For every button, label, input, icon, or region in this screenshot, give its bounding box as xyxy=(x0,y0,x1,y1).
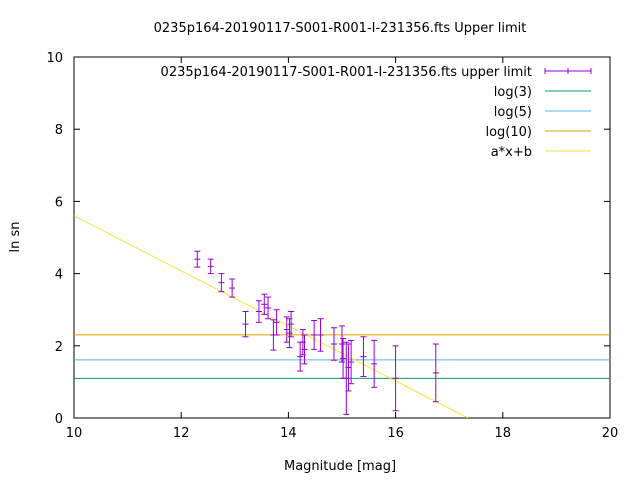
data-point xyxy=(261,293,268,315)
legend-label: 0235p164-20190117-S001-R001-I-231356.fts… xyxy=(161,65,532,80)
data-point xyxy=(255,300,262,323)
fit-line xyxy=(74,215,469,418)
legend-entry: log(10) xyxy=(485,125,591,140)
data-point xyxy=(273,309,280,336)
legend-label: log(10) xyxy=(485,125,532,140)
data-point xyxy=(207,258,214,275)
legend-label: log(5) xyxy=(494,105,532,120)
data-point xyxy=(330,327,337,361)
legend: 0235p164-20190117-S001-R001-I-231356.fts… xyxy=(161,65,592,160)
legend-entry: 0235p164-20190117-S001-R001-I-231356.fts… xyxy=(161,65,592,80)
data-point xyxy=(288,311,295,338)
data-point xyxy=(283,316,290,343)
data-point xyxy=(371,339,378,388)
legend-entry: log(5) xyxy=(494,105,591,120)
y-tick-label: 2 xyxy=(55,340,63,355)
y-tick-label: 0 xyxy=(55,412,63,427)
y-tick-label: 8 xyxy=(55,123,63,138)
data-point xyxy=(229,278,236,298)
legend-label: log(3) xyxy=(494,85,532,100)
series-layer xyxy=(74,215,610,418)
axis-ticks: 10 12 14 16 18 20 0 2 4 6 8 10 xyxy=(46,51,618,441)
x-tick-label: 20 xyxy=(602,426,619,441)
y-tick-label: 10 xyxy=(46,51,63,66)
plot-frame xyxy=(73,56,611,419)
x-tick-label: 18 xyxy=(495,426,512,441)
legend-entry: log(3) xyxy=(494,85,591,100)
legend-label: a*x+b xyxy=(491,145,532,160)
data-point xyxy=(360,336,367,377)
data-point xyxy=(339,325,345,363)
data-point xyxy=(345,343,352,392)
data-point xyxy=(340,338,347,379)
data-point xyxy=(265,296,272,320)
x-tick-label: 16 xyxy=(387,426,404,441)
x-tick-label: 14 xyxy=(280,426,297,441)
data-point xyxy=(348,339,355,385)
x-tick-label: 10 xyxy=(66,426,83,441)
y-tick-label: 6 xyxy=(55,195,63,210)
legend-entry: a*x+b xyxy=(491,145,591,160)
data-point xyxy=(218,273,225,293)
data-point xyxy=(242,311,249,338)
data-point xyxy=(297,341,304,372)
x-tick-label: 12 xyxy=(173,426,190,441)
data-point xyxy=(311,320,318,350)
data-point xyxy=(392,345,399,412)
y-axis-label: ln sn xyxy=(8,222,23,253)
data-point xyxy=(301,334,308,365)
x-axis-label: Magnitude [mag] xyxy=(284,459,396,474)
data-point xyxy=(432,343,439,403)
chart-title: 0235p164-20190117-S001-R001-I-231356.fts… xyxy=(154,21,527,36)
data-point xyxy=(270,319,277,351)
data-point xyxy=(317,318,324,352)
data-point xyxy=(194,250,201,268)
y-tick-label: 4 xyxy=(55,268,63,283)
